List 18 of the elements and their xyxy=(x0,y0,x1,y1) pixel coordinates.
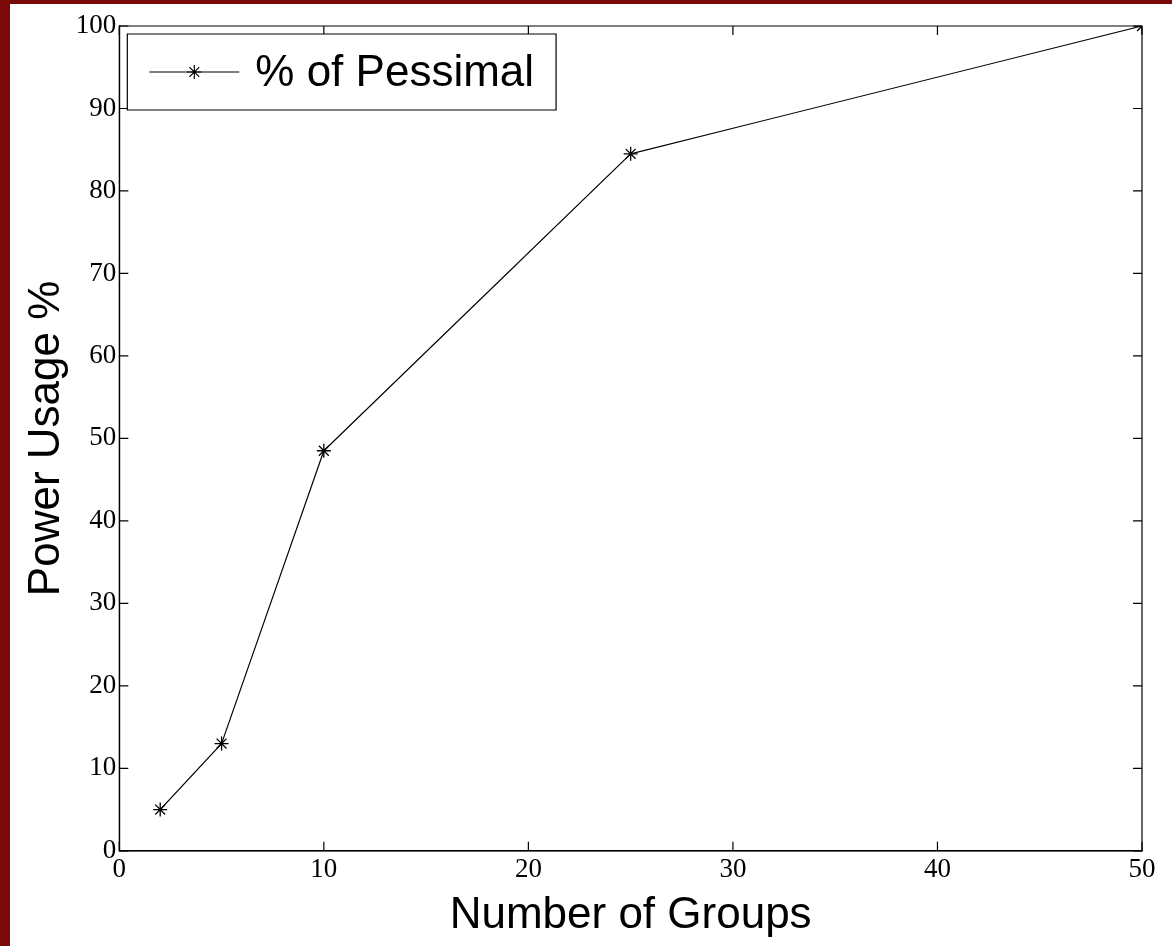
y-tick-label: 90 xyxy=(89,91,117,122)
x-tick-label: 20 xyxy=(514,853,542,884)
legend-label: % of Pessimal xyxy=(255,46,535,96)
y-tick-label: 60 xyxy=(89,339,117,370)
x-tick-label: 10 xyxy=(310,853,338,884)
y-tick-label: 10 xyxy=(89,751,117,782)
y-tick-label: 30 xyxy=(89,586,117,617)
y-tick-label: 50 xyxy=(89,421,117,452)
y-tick-label: 70 xyxy=(89,256,117,287)
y-tick-label: 100 xyxy=(75,9,117,40)
x-axis-title: Number of Groups xyxy=(449,887,812,937)
y-tick-label: 40 xyxy=(89,503,117,534)
y-axis-title: Power Usage % xyxy=(18,280,68,597)
y-tick-label: 80 xyxy=(89,174,117,205)
y-tick-label: 20 xyxy=(89,668,117,699)
x-tick-label: 50 xyxy=(1128,853,1156,884)
x-tick-label: 40 xyxy=(923,853,951,884)
x-tick-label: 30 xyxy=(719,853,747,884)
